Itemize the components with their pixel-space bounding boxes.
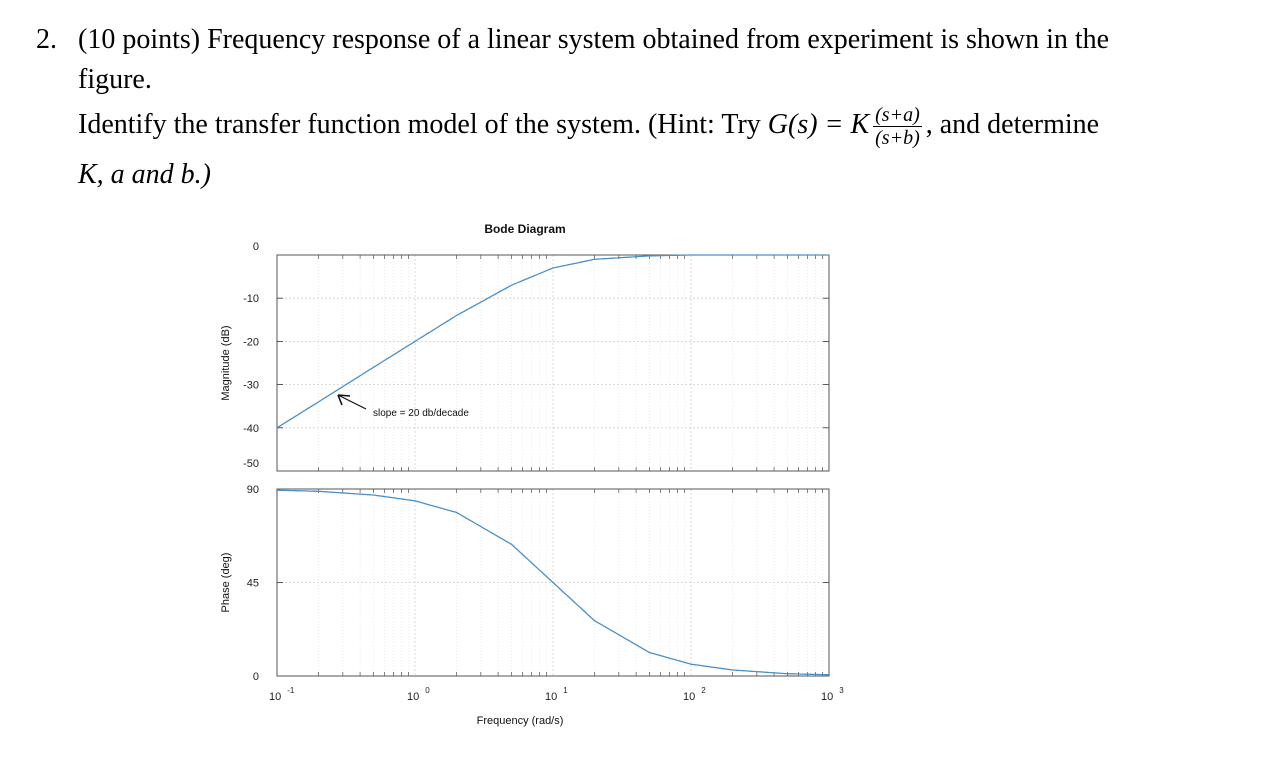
x-tick-base: 10 <box>545 691 557 703</box>
x-tick-exponent: 0 <box>425 686 430 695</box>
task-end: , and determine <box>925 108 1100 140</box>
slope-annotation: slope = 20 db/decade <box>373 408 469 419</box>
annotation-arrow <box>337 394 367 410</box>
x-tick-exponent: 1 <box>563 686 568 695</box>
x-tick-base: 10 <box>407 691 419 703</box>
y-tick-label: 90 <box>247 484 259 496</box>
y-tick-label: -40 <box>243 423 259 435</box>
transfer-function-fraction: (s+a) (s+b) <box>873 104 922 149</box>
problem-intro-cont: figure. <box>78 64 152 95</box>
x-tick-base: 10 <box>269 691 281 703</box>
problem-number: 2. <box>36 24 57 55</box>
x-tick-label: 10 2 <box>683 686 706 703</box>
magnitude-panel: 0 -10 -20 -30 -40 -50 Magnitude (dB) slope = 20… <box>220 241 830 472</box>
x-tick-label: 10 1 <box>545 686 568 703</box>
plot-frame <box>276 254 830 472</box>
transfer-function-lhs: G(s) = K <box>767 108 870 140</box>
problem-text: (10 points) Frequency response of a line… <box>78 20 1198 195</box>
x-tick-exponent: -1 <box>287 686 295 695</box>
fraction-denominator: (s+b) <box>875 127 920 149</box>
x-axis: 10 -1 10 0 10 1 10 2 10 3 <box>269 686 844 703</box>
arrow-head <box>337 394 351 406</box>
y-tick-label: 0 <box>253 241 259 253</box>
y-tick-label: -10 <box>243 293 259 305</box>
problem-intro: (10 points) Frequency response of a line… <box>78 24 1110 55</box>
x-tick-label: 10 3 <box>821 686 844 703</box>
x-tick-exponent: 3 <box>839 686 844 695</box>
y-tick-label: 0 <box>253 671 259 683</box>
x-tick-label: 10 0 <box>407 686 430 703</box>
y-tick-label: -50 <box>243 458 259 470</box>
response-line <box>276 489 830 676</box>
phase-panel: 90 45 0 Phase (deg) <box>220 484 830 683</box>
fraction-numerator: (s+a) <box>873 104 922 127</box>
y-axis-label: Magnitude (dB) <box>220 325 232 400</box>
y-tick-label: 45 <box>247 578 259 590</box>
x-tick-base: 10 <box>821 691 833 703</box>
x-axis-label: Frequency (rad/s) <box>477 715 564 727</box>
x-tick-exponent: 2 <box>701 686 706 695</box>
y-tick-label: -30 <box>243 380 259 392</box>
chart-title: Bode Diagram <box>484 222 565 236</box>
x-tick-label: 10 -1 <box>269 686 295 703</box>
plot-frame <box>276 488 830 677</box>
x-tick-base: 10 <box>683 691 695 703</box>
task-text: Identify the transfer function model of … <box>78 108 768 140</box>
problem-task: Identify the transfer function model of … <box>78 104 1198 149</box>
y-axis-label: Phase (deg) <box>220 553 232 613</box>
problem-unknowns: K, a and b.) <box>78 159 211 190</box>
response-line <box>276 254 829 429</box>
y-tick-label: -20 <box>243 336 259 348</box>
